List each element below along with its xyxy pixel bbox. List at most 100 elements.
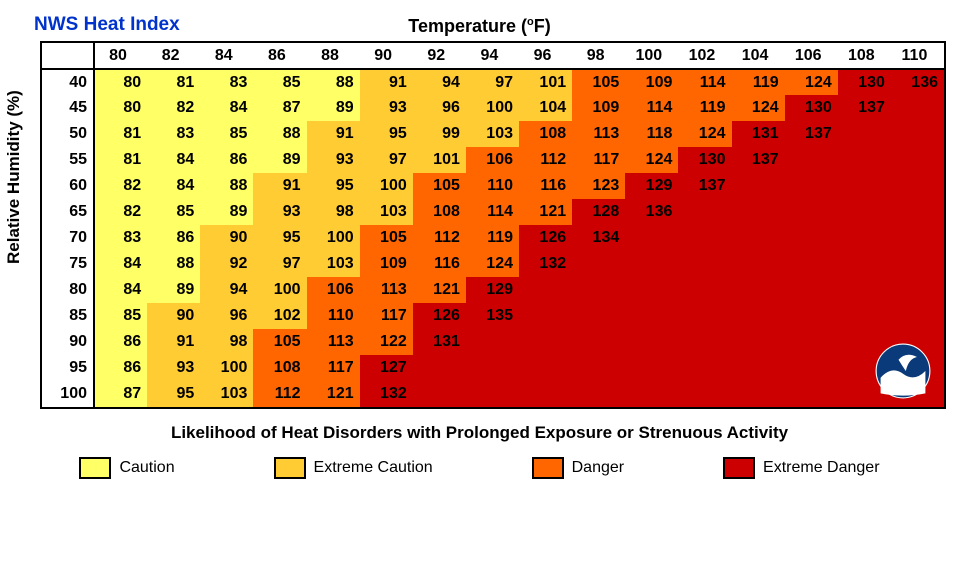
heat-index-cell xyxy=(785,173,838,199)
heat-index-cell xyxy=(678,303,731,329)
heat-index-cell: 129 xyxy=(466,277,519,303)
heat-index-cell: 124 xyxy=(466,251,519,277)
table-row: 5081838588919599103108113118124131137 xyxy=(42,121,944,147)
heat-index-cell: 93 xyxy=(307,147,360,173)
heat-index-cell: 121 xyxy=(413,277,466,303)
heat-index-cell: 122 xyxy=(360,329,413,355)
heat-index-cell: 106 xyxy=(307,277,360,303)
heat-index-cell: 103 xyxy=(307,251,360,277)
heat-index-cell: 103 xyxy=(200,381,253,407)
heat-index-cell xyxy=(785,303,838,329)
heat-index-cell xyxy=(838,199,891,225)
heat-index-cell: 119 xyxy=(466,225,519,251)
heat-index-cell xyxy=(413,381,466,407)
heat-index-cell: 84 xyxy=(147,173,200,199)
humidity-header-cell: 95 xyxy=(42,355,94,381)
heat-index-cell: 124 xyxy=(625,147,678,173)
heat-index-cell: 113 xyxy=(572,121,625,147)
humidity-header-cell: 70 xyxy=(42,225,94,251)
heat-index-cell: 99 xyxy=(413,121,466,147)
heat-index-cell: 93 xyxy=(253,199,306,225)
heat-index-cell: 97 xyxy=(360,147,413,173)
heat-index-cell: 91 xyxy=(307,121,360,147)
heat-index-cell xyxy=(838,225,891,251)
temp-header-cell: 108 xyxy=(838,43,891,69)
heat-index-cell: 137 xyxy=(732,147,785,173)
heat-index-cell xyxy=(732,329,785,355)
heat-index-cell xyxy=(785,251,838,277)
heat-index-cell xyxy=(519,381,572,407)
heat-index-cell: 89 xyxy=(200,199,253,225)
table-row: 658285899398103108114121128136 xyxy=(42,199,944,225)
heat-index-cell: 86 xyxy=(94,329,147,355)
heat-index-cell xyxy=(891,251,944,277)
heat-index-chart: NWS Heat Index Temperature (oF) Relative… xyxy=(10,10,949,491)
humidity-header-cell: 75 xyxy=(42,251,94,277)
heat-index-cell: 84 xyxy=(94,277,147,303)
heat-index-cell xyxy=(678,225,731,251)
heat-index-cell: 92 xyxy=(200,251,253,277)
heat-index-cell: 132 xyxy=(519,251,572,277)
heat-index-cell xyxy=(466,355,519,381)
heat-index-cell: 100 xyxy=(466,95,519,121)
table-row: 80848994100106113121129 xyxy=(42,277,944,303)
humidity-header-cell: 100 xyxy=(42,381,94,407)
table-row: 7584889297103109116124132 xyxy=(42,251,944,277)
heat-index-cell xyxy=(413,355,466,381)
heat-index-cell: 112 xyxy=(413,225,466,251)
heat-index-cell: 85 xyxy=(147,199,200,225)
heat-index-cell: 83 xyxy=(94,225,147,251)
table-row: 1008795103112121132 xyxy=(42,381,944,407)
heat-index-cell: 96 xyxy=(200,303,253,329)
heat-index-cell: 114 xyxy=(466,199,519,225)
heat-index-cell xyxy=(678,329,731,355)
heat-index-cell: 85 xyxy=(200,121,253,147)
humidity-header-cell: 60 xyxy=(42,173,94,199)
heat-index-cell: 82 xyxy=(147,95,200,121)
legend-label: Caution xyxy=(119,459,174,477)
heat-index-cell: 110 xyxy=(466,173,519,199)
heat-index-cell xyxy=(838,251,891,277)
heat-index-cell xyxy=(785,199,838,225)
heat-index-cell xyxy=(732,381,785,407)
heat-index-cell: 108 xyxy=(413,199,466,225)
temp-header-cell: 92 xyxy=(413,43,466,69)
heat-index-cell: 87 xyxy=(94,381,147,407)
heat-index-cell: 91 xyxy=(147,329,200,355)
heat-index-cell: 124 xyxy=(785,69,838,95)
humidity-header-cell: 85 xyxy=(42,303,94,329)
heat-index-cell: 134 xyxy=(572,225,625,251)
heat-index-cell: 105 xyxy=(253,329,306,355)
legend-swatch xyxy=(723,457,755,479)
heat-index-cell xyxy=(519,303,572,329)
heat-index-cell: 103 xyxy=(360,199,413,225)
heat-index-cell: 109 xyxy=(360,251,413,277)
heat-index-cell: 97 xyxy=(253,251,306,277)
heat-index-cell xyxy=(838,277,891,303)
humidity-axis-label: Relative Humidity (%) xyxy=(4,90,24,264)
heat-index-cell: 100 xyxy=(253,277,306,303)
heat-index-cell: 113 xyxy=(360,277,413,303)
heat-index-cell xyxy=(785,147,838,173)
heat-index-body: 4080818385889194971011051091141191241301… xyxy=(42,69,944,407)
heat-index-cell xyxy=(572,329,625,355)
heat-index-cell: 121 xyxy=(307,381,360,407)
table-row: 7083869095100105112119126134 xyxy=(42,225,944,251)
heat-index-cell: 88 xyxy=(307,69,360,95)
heat-index-cell: 95 xyxy=(253,225,306,251)
temp-header-cell: 104 xyxy=(732,43,785,69)
heat-index-cell: 88 xyxy=(147,251,200,277)
heat-index-cell xyxy=(838,173,891,199)
table-row: 958693100108117127 xyxy=(42,355,944,381)
heat-index-cell xyxy=(891,225,944,251)
heat-index-cell xyxy=(572,381,625,407)
heat-index-cell xyxy=(785,225,838,251)
heat-index-cell xyxy=(891,303,944,329)
heat-index-cell xyxy=(625,251,678,277)
heat-index-cell: 82 xyxy=(94,173,147,199)
table-row: 608284889195100105110116123129137 xyxy=(42,173,944,199)
heat-index-cell xyxy=(732,251,785,277)
heat-index-cell: 123 xyxy=(572,173,625,199)
heat-index-cell: 95 xyxy=(147,381,200,407)
humidity-header-cell: 50 xyxy=(42,121,94,147)
